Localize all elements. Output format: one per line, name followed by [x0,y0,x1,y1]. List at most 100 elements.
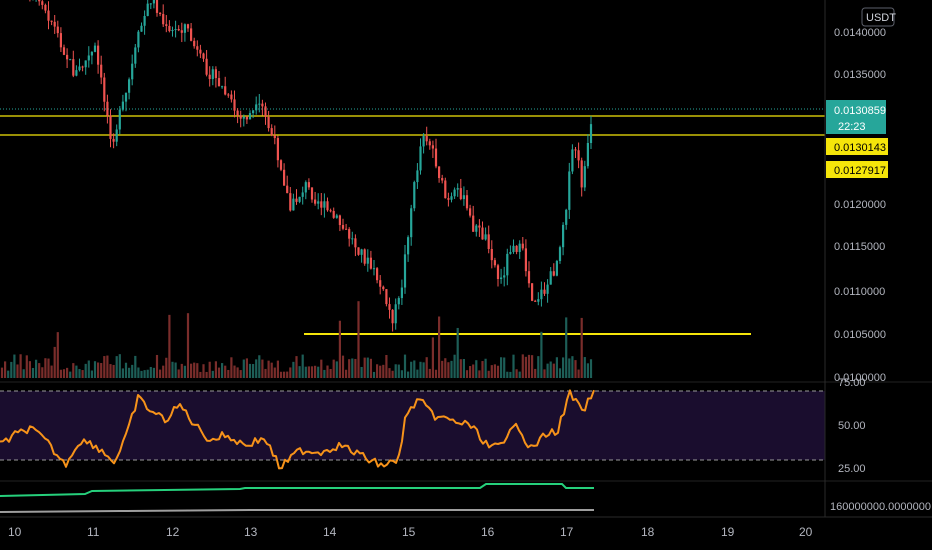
price-pane-background [0,0,825,380]
candle-body [388,304,391,310]
volume-bar [416,369,419,378]
volume-bar [72,363,75,378]
candle-body [422,135,425,147]
volume-bar [586,363,589,378]
candle-body [41,1,44,5]
candle-body [115,129,118,142]
volume-bar [295,356,298,378]
volume-bar [224,365,227,378]
candle-body [239,115,242,119]
volume-bar [242,359,245,378]
candle-body [199,49,202,54]
candle-body [255,104,258,111]
candle-body [534,300,537,302]
candle-body [242,116,245,119]
volume-bar [252,364,255,378]
date-label-11: 11 [87,525,100,539]
candle-body [549,271,552,285]
volume-bar [447,362,450,378]
candle-body [487,234,490,249]
candle-body [580,160,583,188]
volume-bar [90,370,93,378]
candle-body [261,103,264,107]
volume-bar [394,364,397,378]
volume-bar [236,367,239,378]
volume-bar [38,363,41,378]
volume-bar [87,360,90,378]
candle-body [500,277,503,280]
candle-body [44,4,47,11]
candle-body [376,268,379,281]
volume-bar [168,314,171,378]
candle-body [335,215,338,218]
candle-body [469,208,472,216]
candle-body [121,101,124,110]
volume-bar [152,367,155,378]
candle-body [518,243,521,252]
volume-bar [53,346,56,378]
volume-bar [245,358,248,378]
candle-body [555,260,558,276]
candle-body [357,247,360,255]
volume-bar [376,364,379,378]
volume-bar [555,357,558,378]
volume-bar [50,365,53,378]
volume-bar [199,371,202,378]
time-axis[interactable]: 10 11 12 13 14 15 16 17 18 19 20 [0,516,932,539]
candle-body [444,180,447,199]
volume-bar [540,331,543,378]
date-label-15: 15 [402,525,416,539]
candle-body [180,30,183,33]
candle-body [87,55,90,61]
candle-body [425,135,428,142]
candle-body [248,113,252,120]
volume-bar [484,358,487,378]
candle-body [137,31,140,48]
volume-bar [583,357,586,378]
volume-bar [149,366,152,378]
volume-bar [214,361,217,378]
volume-bar [506,371,509,378]
candle-body [391,309,394,324]
candle-body [475,225,478,232]
volume-bar [273,367,276,378]
lower-indicator-pane[interactable] [0,483,594,513]
candle-body [128,79,131,93]
volume-bar [558,368,562,378]
candle-body [332,210,335,218]
volume-bar [121,368,124,378]
last-price-value: 0.0130859 [834,105,886,117]
volume-bar [379,365,382,378]
candle-body [112,138,115,142]
volume-bar [345,369,348,378]
rsi-pane[interactable] [0,389,825,470]
volume-bar [503,357,506,378]
price-pane[interactable] [0,0,825,380]
last-price-tag [826,100,886,134]
candle-body [258,103,261,105]
volume-bar [131,364,134,378]
volume-bar [4,361,7,378]
level-1-value: 0.0130143 [834,142,886,154]
volume-bar [56,332,59,378]
volume-bar [310,366,314,378]
candle-body [568,171,571,210]
volume-bar [10,361,13,378]
candle-body [205,58,208,75]
volume-bar [208,361,211,378]
candle-body [155,0,159,13]
price-axis[interactable]: 0.0140000 0.0135000 0.0120000 0.0115000 … [824,0,931,517]
volume-bar [41,367,44,378]
volume-bar [183,365,186,378]
candle-body [69,59,72,61]
volume-bar [211,370,214,378]
volume-bar [434,369,438,378]
candle-body [307,182,310,188]
candle-body [162,14,165,25]
volume-bar [304,366,307,378]
volume-bars [0,301,593,378]
currency-badge[interactable] [861,7,895,27]
volume-bar [565,317,568,378]
candle-body [264,106,267,117]
